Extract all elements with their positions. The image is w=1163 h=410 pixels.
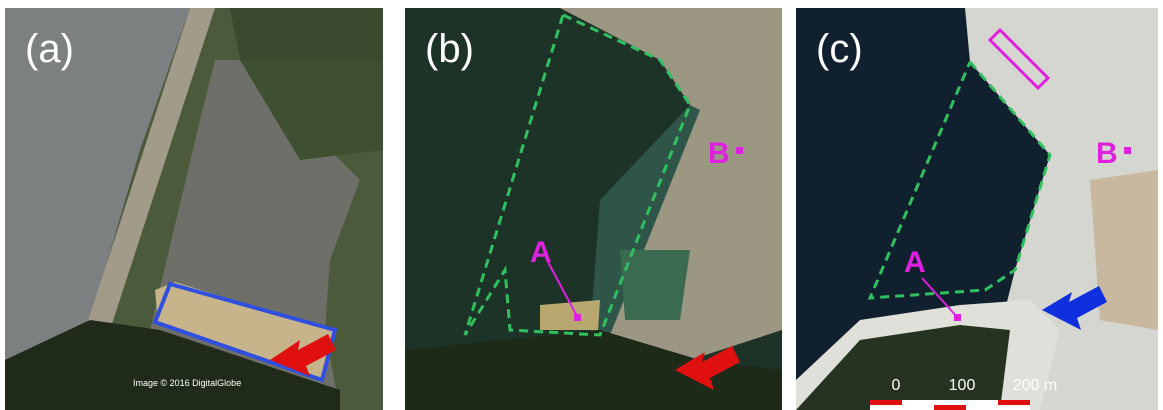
scale-label: 200 m [1013, 377, 1057, 394]
figure: (a) Image © 2016 DigitalGlobe (b) A B (c… [0, 0, 1163, 410]
marker-label: A [904, 246, 926, 279]
panel-a: (a) Image © 2016 DigitalGlobe [5, 8, 383, 410]
panel-b: (b) A B [405, 8, 782, 410]
marker-label: A [530, 236, 552, 269]
scale-label: 0 [892, 377, 901, 394]
image-credit: Image © 2016 DigitalGlobe [133, 378, 241, 388]
marker-label: B [708, 137, 730, 170]
scale-label: 100 [949, 377, 976, 394]
marker-label: B [1096, 137, 1118, 170]
panel-label: (c) [816, 27, 863, 71]
panel-label: (a) [25, 27, 74, 71]
scale-bar: 0 100 200 m [870, 377, 1057, 410]
panel-label: (b) [425, 27, 474, 71]
panel-c: (c) A B 0 100 200 m [796, 8, 1158, 410]
